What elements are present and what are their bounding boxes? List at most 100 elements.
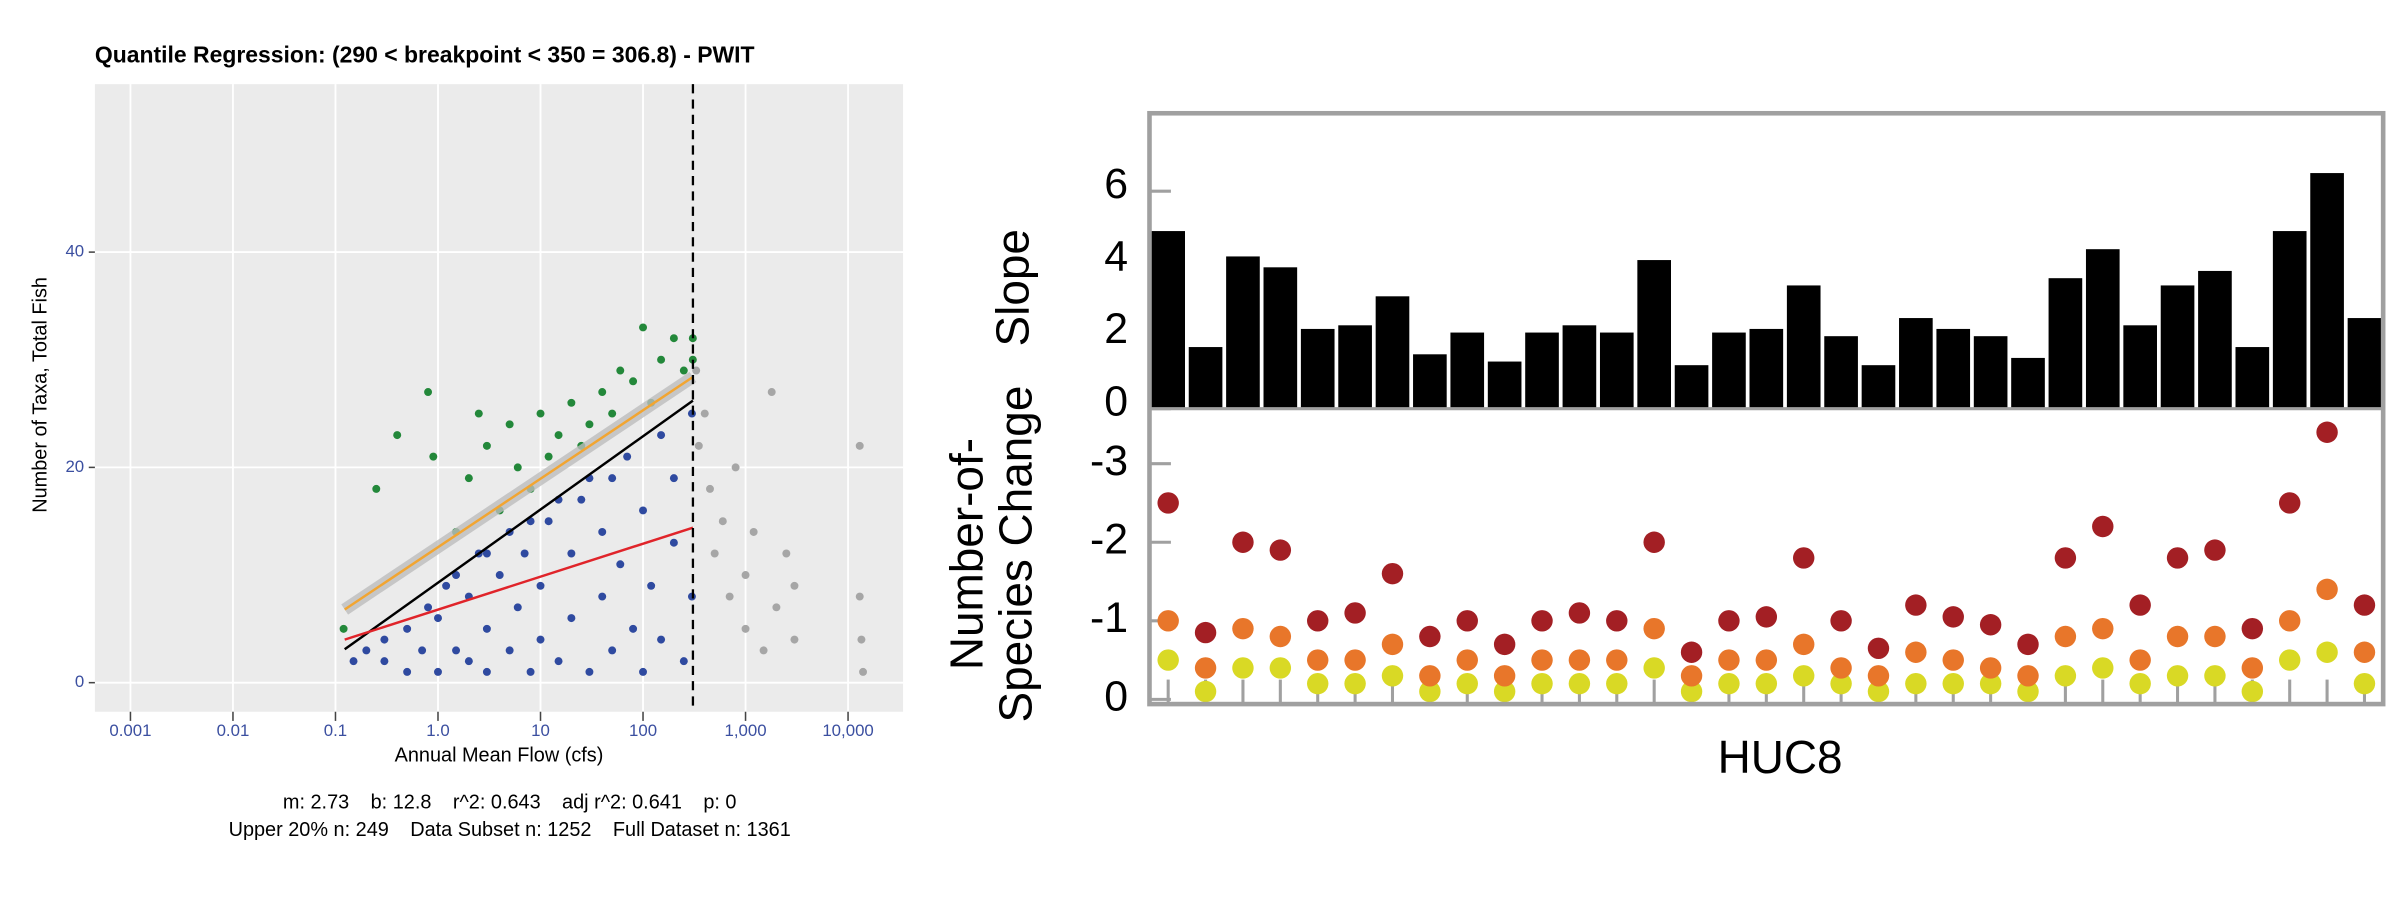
y-axis-label: Number-of-: [941, 438, 993, 670]
dot: [2353, 672, 2376, 695]
panel-frame: [1147, 110, 2386, 707]
dot: [1381, 562, 1404, 585]
point: [513, 603, 522, 612]
dot: [2353, 594, 2376, 616]
dot: [1979, 657, 2002, 679]
point: [567, 614, 576, 623]
dot: [2278, 649, 2301, 671]
dot: [1307, 610, 1329, 632]
dot: [1493, 665, 1516, 687]
bar: [1300, 328, 1335, 409]
point: [567, 398, 576, 407]
point: [616, 560, 625, 569]
y-tick-label: -1: [1090, 594, 1128, 642]
dot: [1232, 657, 1254, 679]
point: [424, 603, 433, 612]
dot: [1456, 649, 1478, 671]
dot: [2241, 617, 2264, 640]
point: [725, 592, 734, 601]
point: [482, 441, 491, 450]
dot: [1344, 649, 1366, 671]
bar: [1413, 354, 1447, 409]
regression-line: [344, 526, 694, 641]
point: [554, 657, 563, 666]
point: [585, 420, 594, 429]
stats-item: m: 2.73: [283, 792, 349, 814]
dot: [1531, 649, 1553, 671]
dot: [1381, 633, 1404, 656]
point: [598, 592, 607, 601]
dot: [1680, 665, 1703, 687]
point: [544, 452, 553, 461]
point: [464, 657, 473, 666]
bar: [1338, 325, 1372, 409]
point: [452, 571, 461, 580]
point: [741, 571, 750, 580]
dot: [1568, 649, 1591, 671]
point: [669, 538, 678, 547]
dot: [1718, 672, 1740, 695]
bar: [2310, 173, 2344, 409]
dot: [1344, 672, 1366, 695]
y-tick-label: 0: [75, 672, 84, 691]
dot: [1643, 617, 1665, 640]
point: [505, 646, 514, 655]
bar: [2272, 231, 2307, 409]
dot: [2129, 672, 2151, 695]
dot: [1606, 649, 1628, 671]
point: [577, 495, 586, 504]
dot: [1905, 641, 1927, 663]
dot: [1419, 625, 1441, 648]
stats-item: Upper 20% n: 249: [229, 819, 389, 841]
dot: [1194, 621, 1217, 644]
dot: [1606, 610, 1628, 632]
point: [474, 409, 483, 418]
point: [434, 614, 442, 623]
point: [679, 657, 688, 666]
point: [362, 646, 371, 655]
dot: [1232, 531, 1254, 553]
regression-line: [344, 375, 694, 611]
x-tick-label: 1,000: [724, 721, 766, 740]
dot: [2166, 625, 2189, 648]
plot-background: [94, 84, 904, 712]
x-tick-label: 10: [531, 721, 550, 740]
point: [700, 409, 709, 418]
dot: [1867, 680, 1890, 703]
point: [567, 549, 576, 558]
point: [741, 624, 750, 633]
y-tick-label: -2: [1090, 516, 1128, 564]
dot: [1755, 606, 1778, 628]
dot: [2204, 665, 2226, 687]
dot: [1269, 657, 1292, 679]
bar: [1599, 332, 1634, 409]
dot: [2129, 649, 2151, 671]
dot: [2204, 539, 2226, 561]
bar: [1525, 332, 1559, 409]
bar: [1562, 325, 1597, 409]
dot: [1942, 672, 1964, 695]
point: [749, 527, 758, 536]
y-tick-label: -3: [1090, 437, 1128, 485]
dot: [1680, 641, 1703, 663]
dot: [2278, 610, 2301, 632]
point: [859, 667, 868, 676]
dot: [2129, 594, 2151, 616]
stats-item: Data Subset n: 1252: [410, 819, 591, 841]
dot: [1792, 633, 1815, 656]
point: [669, 474, 678, 483]
dot: [1979, 614, 2002, 636]
point: [482, 549, 491, 558]
point: [554, 431, 563, 440]
dot: [1269, 625, 1292, 648]
dot: [1830, 672, 1852, 695]
dot: [2204, 625, 2226, 648]
stats-item: p: 0: [703, 792, 736, 814]
point: [418, 646, 427, 655]
dot: [1792, 547, 1815, 569]
bar: [1936, 328, 1971, 409]
dot: [1531, 672, 1553, 695]
dot: [2092, 617, 2114, 640]
dot: [2092, 657, 2114, 679]
